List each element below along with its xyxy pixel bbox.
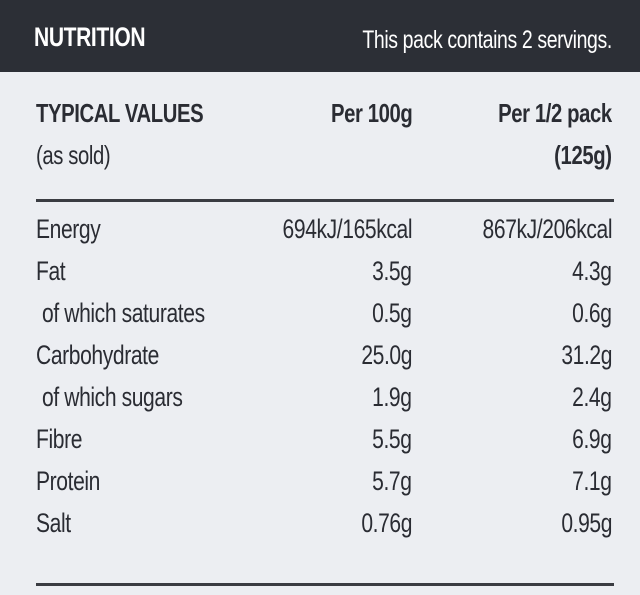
- title: NUTRITION: [34, 22, 146, 52]
- column-header: Per 100g: [330, 98, 413, 128]
- header-bar: [0, 0, 640, 72]
- nutrient-value: 0.76g: [361, 508, 412, 538]
- column-header: TYPICAL VALUES: [36, 98, 204, 128]
- nutrient-name: of which sugars: [42, 382, 183, 412]
- nutrient-value: 25.0g: [361, 340, 412, 370]
- nutrient-name: Salt: [36, 508, 71, 538]
- nutrient-value: 1.9g: [372, 382, 413, 412]
- nutrient-name: of which saturates: [42, 298, 205, 328]
- nutrient-value: 0.95g: [561, 508, 612, 538]
- nutrient-value: 4.3g: [572, 256, 613, 286]
- servings-note: This pack contains 2 servings.: [362, 26, 612, 54]
- column-header: (125g): [554, 140, 613, 170]
- column-header: Per 1/2 pack: [498, 98, 612, 128]
- nutrient-value: 5.7g: [372, 466, 413, 496]
- divider: [36, 583, 614, 586]
- nutrient-name: Fat: [36, 256, 66, 286]
- nutrient-name: Energy: [36, 214, 101, 244]
- nutrient-name: Fibre: [36, 424, 83, 454]
- nutrient-name: Protein: [36, 466, 101, 496]
- nutrient-name: Carbohydrate: [36, 340, 159, 370]
- nutrient-value: 0.5g: [372, 298, 413, 328]
- nutrient-value: 31.2g: [561, 340, 612, 370]
- nutrient-value: 694kJ/165kcal: [282, 214, 412, 244]
- nutrient-value: 2.4g: [572, 382, 613, 412]
- column-header: (as sold): [36, 140, 111, 170]
- nutrient-value: 6.9g: [572, 424, 613, 454]
- nutrient-value: 7.1g: [572, 466, 613, 496]
- divider: [36, 199, 614, 202]
- nutrient-value: 5.5g: [372, 424, 413, 454]
- nutrient-value: 0.6g: [572, 298, 613, 328]
- nutrient-value: 3.5g: [372, 256, 413, 286]
- nutrient-value: 867kJ/206kcal: [482, 214, 612, 244]
